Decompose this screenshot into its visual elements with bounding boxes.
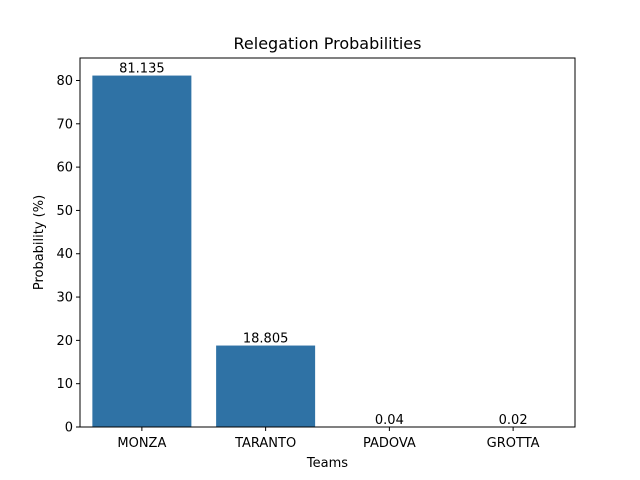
y-axis-label: Probability (%) bbox=[32, 195, 47, 290]
y-tick-label: 70 bbox=[56, 117, 73, 132]
bar-monza bbox=[92, 75, 192, 427]
y-tick-label: 0 bbox=[65, 421, 73, 436]
data-labels-group: 81.135 18.805 0.04 0.02 bbox=[119, 62, 527, 428]
data-label-monza: 81.135 bbox=[119, 62, 165, 77]
data-label-grotta: 0.02 bbox=[499, 413, 528, 428]
x-tick-label-padova: PADOVA bbox=[363, 436, 416, 451]
x-tick-label-monza: MONZA bbox=[117, 436, 166, 451]
y-tick-label: 60 bbox=[56, 161, 73, 176]
bars-group bbox=[92, 75, 563, 427]
x-tick-label-taranto: TARANTO bbox=[234, 436, 296, 451]
y-tick-label: 20 bbox=[56, 334, 73, 349]
y-axis: 0 10 20 30 40 50 60 70 80 bbox=[56, 74, 80, 436]
data-label-padova: 0.04 bbox=[375, 413, 404, 428]
y-tick-label: 80 bbox=[56, 74, 73, 89]
x-axis: MONZA TARANTO PADOVA GROTTA bbox=[117, 427, 540, 451]
y-tick-label: 30 bbox=[56, 291, 73, 306]
bar-taranto bbox=[216, 345, 316, 427]
x-tick-label-grotta: GROTTA bbox=[487, 436, 540, 451]
y-tick-label: 10 bbox=[56, 377, 73, 392]
chart-title: Relegation Probabilities bbox=[234, 34, 422, 53]
data-label-taranto: 18.805 bbox=[243, 332, 289, 347]
plot-area-frame bbox=[79, 57, 576, 428]
y-tick-label: 40 bbox=[56, 247, 73, 262]
x-axis-label: Teams bbox=[306, 456, 348, 471]
y-tick-label: 50 bbox=[56, 204, 73, 219]
